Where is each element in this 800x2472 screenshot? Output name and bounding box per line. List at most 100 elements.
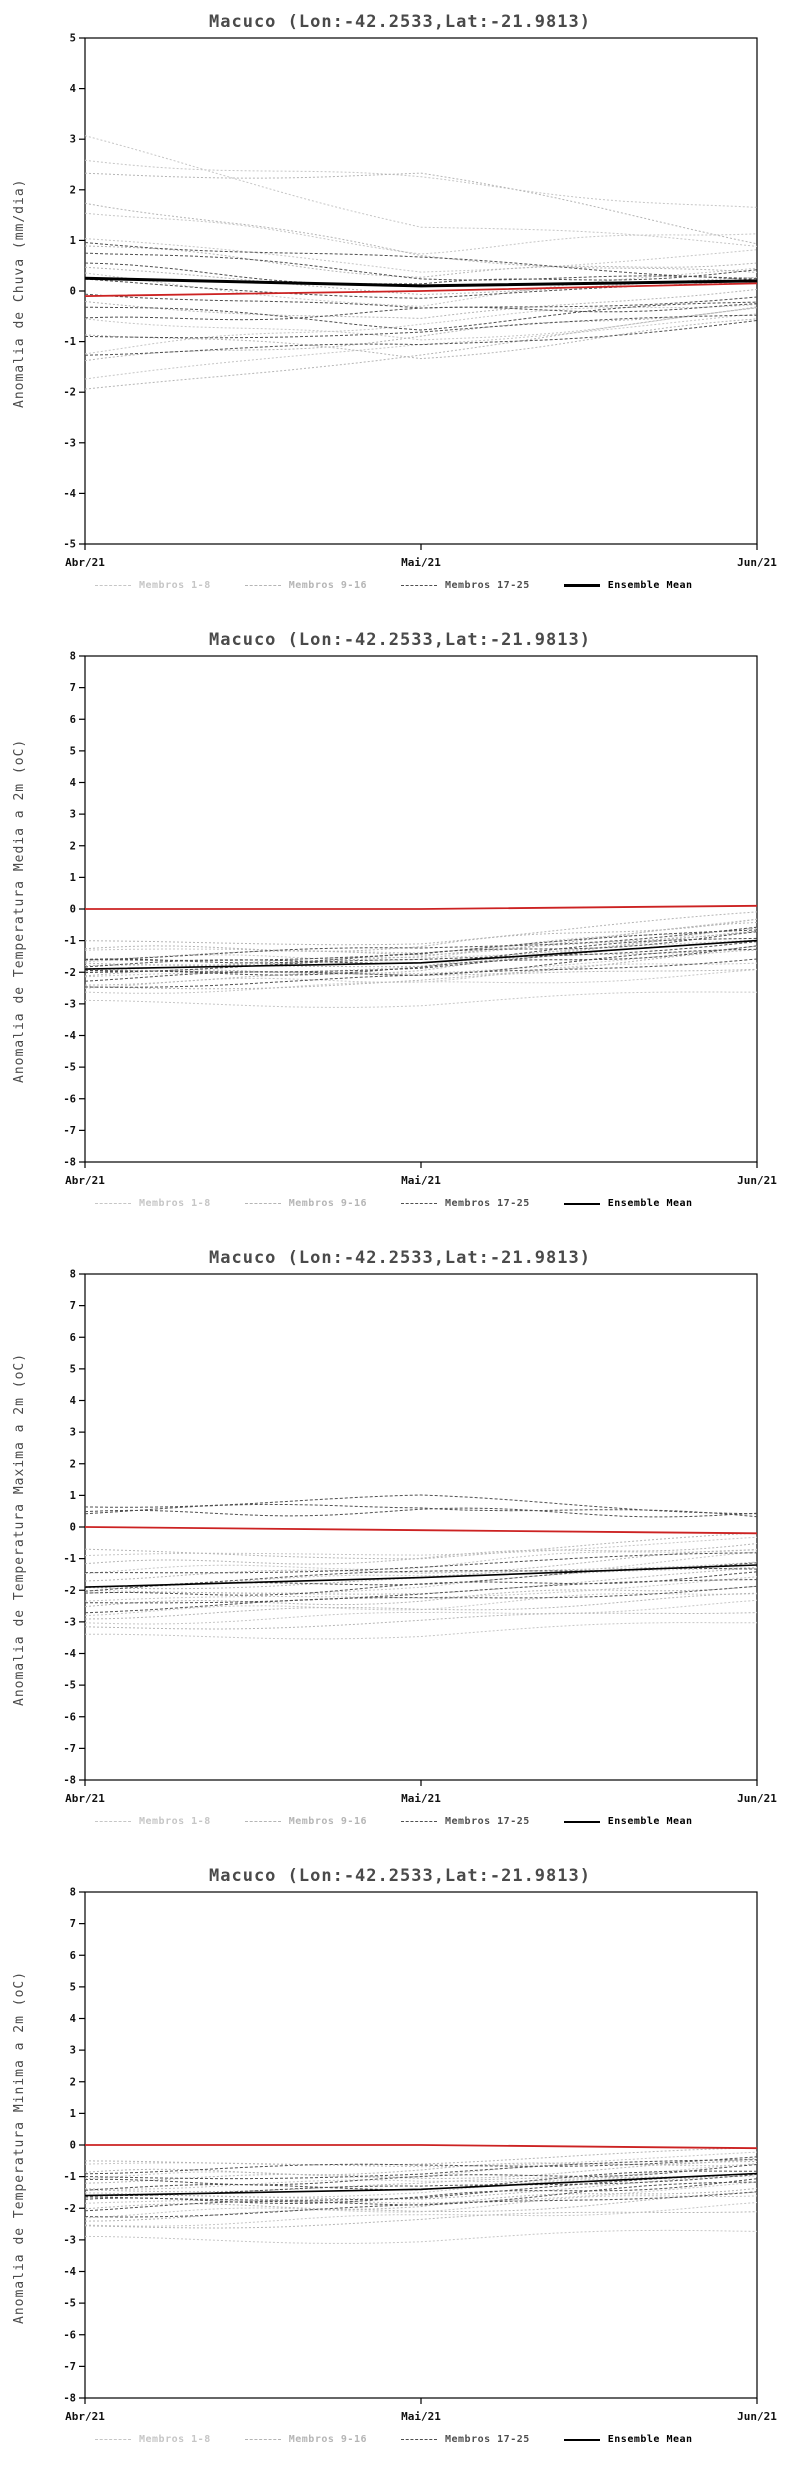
- y-tick-label: 6: [70, 1950, 76, 1962]
- legend-label: Membros 1-8: [139, 2434, 211, 2445]
- y-tick-label: -6: [63, 2329, 76, 2341]
- member-line-members_17_25: [84, 2178, 758, 2205]
- y-tick-label: 2: [70, 840, 76, 852]
- member-line-members_9_16: [84, 1592, 758, 1620]
- member-line-members_9_16: [84, 2147, 758, 2166]
- x-tick-label: Abr/21: [65, 1792, 105, 1805]
- y-axis-label: Anomalia de Chuva (mm/dia): [12, 178, 27, 408]
- y-tick-label: -5: [63, 2298, 76, 2310]
- x-tick-label: Jun/21: [737, 2410, 777, 2423]
- x-tick-label: Abr/21: [65, 556, 105, 569]
- y-tick-label: 7: [70, 682, 76, 694]
- y-tick-label: 3: [70, 134, 76, 146]
- member-line-members_17_25: [84, 929, 758, 961]
- y-tick-label: -3: [63, 437, 76, 449]
- legend-item: Membros 9-16: [244, 580, 367, 591]
- y-tick-label: -7: [63, 1743, 76, 1755]
- y-tick-label: -7: [63, 2361, 76, 2373]
- chart-canvas: -5 -4 -3 -2 -1 0 1 2 3 4 5 Abr/21 Mai/21 Jun/21: [63, 33, 777, 570]
- legend-item: Ensemble Mean: [563, 1816, 693, 1827]
- legend-label: Ensemble Mean: [607, 1198, 693, 1209]
- ensemble-mean-line: [84, 2172, 758, 2197]
- legend-label: Membros 17-25: [444, 2434, 530, 2445]
- member-line-members_1_8: [84, 1548, 758, 1574]
- y-tick-label: 8: [70, 651, 76, 663]
- y-tick-label: 0: [70, 1522, 76, 1534]
- y-tick-label: 5: [70, 33, 76, 45]
- legend-line-members-9-16-icon: [244, 1821, 281, 1822]
- member-line-members_17_25: [84, 303, 758, 321]
- chart-title: Macuco (Lon:-42.2533,Lat:-21.9813): [209, 630, 591, 650]
- member-line-members_1_8: [84, 238, 758, 273]
- member-line-members_9_16: [84, 245, 758, 278]
- legend-item: Ensemble Mean: [563, 1198, 693, 1209]
- y-tick-label: 4: [70, 83, 76, 95]
- member-line-members_9_16: [84, 2173, 758, 2193]
- member-line-members_1_8: [84, 135, 758, 247]
- member-line-members_17_25: [84, 320, 758, 356]
- member-line-members_17_25: [84, 2156, 758, 2175]
- legend-item: Ensemble Mean: [563, 580, 693, 591]
- y-tick-label: 4: [70, 777, 76, 789]
- y-tick-label: -8: [63, 1157, 76, 1169]
- y-tick-label: 2: [70, 1458, 76, 1470]
- member-line-members_17_25: [84, 262, 758, 285]
- legend-line-ensemble-mean-icon: [563, 1202, 600, 1205]
- x-tick-label: Mai/21: [401, 2410, 441, 2423]
- red-reference-line: [85, 904, 758, 910]
- member-line-members_1_8: [84, 1599, 758, 1625]
- member-line-members_17_25: [84, 252, 758, 281]
- legend-line-members-17-25-icon: [400, 585, 437, 586]
- ensemble-mean-line: [84, 276, 758, 288]
- legend-item: Membros 1-8: [95, 1816, 211, 1827]
- member-line-members_9_16: [84, 172, 758, 245]
- legend-label: Membros 9-16: [288, 580, 367, 591]
- member-line-members_17_25: [84, 1507, 758, 1518]
- chart-title: Macuco (Lon:-42.2533,Lat:-21.9813): [209, 1866, 591, 1886]
- legend-line-members-9-16-icon: [244, 2439, 281, 2440]
- legend-label: Membros 9-16: [288, 1816, 367, 1827]
- legend-label: Membros 1-8: [139, 1816, 211, 1827]
- member-line-members_1_8: [84, 159, 758, 208]
- legend-line-members-9-16-icon: [244, 1203, 281, 1204]
- legend-item: Membros 17-25: [400, 1198, 530, 1209]
- ensemble-mean-line: [84, 939, 758, 970]
- legend-item: Membros 17-25: [400, 580, 530, 591]
- chart-legend: Membros 1-8 Membros 9-16 Membros 17-25 E…: [95, 1816, 800, 1827]
- plot-frame: [84, 1273, 758, 1781]
- member-line-members_9_16: [84, 911, 758, 946]
- member-line-members_1_8: [84, 212, 758, 255]
- member-line-members_1_8: [84, 304, 758, 355]
- y-tick-label: 8: [70, 1887, 76, 1899]
- y-tick-label: -1: [63, 2171, 76, 2183]
- member-line-members_17_25: [84, 926, 758, 961]
- y-tick-label: 0: [70, 904, 76, 916]
- y-tick-label: 0: [70, 2140, 76, 2152]
- y-tick-label: -2: [63, 2203, 76, 2215]
- y-tick-label: -4: [63, 2266, 76, 2278]
- legend-line-members-1-8-icon: [95, 1821, 131, 1822]
- member-line-members_1_8: [84, 2202, 758, 2227]
- member-line-members_17_25: [84, 1585, 758, 1614]
- member-line-members_17_25: [84, 1567, 758, 1592]
- member-line-members_17_25: [85, 1552, 758, 1574]
- member-line-members_1_8: [84, 313, 758, 380]
- y-tick-label: 6: [70, 714, 76, 726]
- y-tick-label: 7: [70, 1918, 76, 1930]
- y-tick-label: -5: [63, 1680, 76, 1692]
- member-line-members_17_25: [84, 941, 758, 973]
- y-tick-label: 6: [70, 1332, 76, 1344]
- member-line-members_17_25: [84, 1503, 758, 1518]
- member-line-members_17_25: [84, 314, 758, 339]
- y-tick-label: -2: [63, 387, 76, 399]
- member-line-members_17_25: [84, 2164, 758, 2186]
- y-axis-label: Anomalia de Temperatura Media a 2m (oC): [12, 738, 27, 1084]
- y-tick-label: 2: [70, 184, 76, 196]
- member-line-members_1_8: [85, 1622, 758, 1640]
- y-tick-label: -8: [63, 1775, 76, 1787]
- member-line-members_17_25: [84, 945, 758, 976]
- member-line-members_9_16: [84, 1612, 758, 1630]
- legend-line-members-17-25-icon: [400, 1203, 437, 1204]
- y-tick-label: 5: [70, 1981, 76, 1993]
- y-tick-label: 5: [70, 1363, 76, 1375]
